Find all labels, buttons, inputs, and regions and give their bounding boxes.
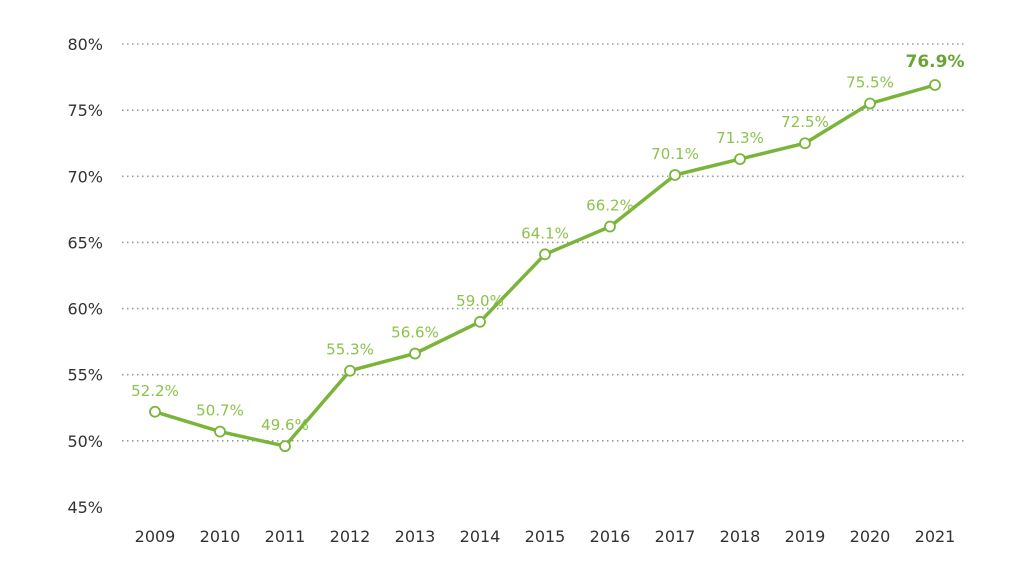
data-point-2018 xyxy=(734,153,746,165)
x-tick-label: 2013 xyxy=(395,527,436,546)
data-point-2016 xyxy=(604,220,616,233)
x-tick-label: 2016 xyxy=(590,527,631,546)
data-label-2011: 49.6% xyxy=(261,416,309,434)
series-line xyxy=(153,83,937,448)
data-point-2019 xyxy=(799,137,811,150)
data-point-2011 xyxy=(279,440,291,453)
data-point-2013 xyxy=(409,347,421,360)
data-points xyxy=(149,79,941,453)
data-label-2016: 66.2% xyxy=(586,197,634,215)
x-tick-label: 2017 xyxy=(655,527,696,546)
data-label-2021: 76.9% xyxy=(906,52,965,72)
data-label-2020: 75.5% xyxy=(846,74,894,92)
y-tick-label: 65% xyxy=(67,233,103,252)
y-tick-label: 55% xyxy=(67,366,103,385)
x-tick-label: 2015 xyxy=(525,527,566,546)
x-tick-label: 2010 xyxy=(200,527,241,546)
y-tick-label: 75% xyxy=(67,101,103,120)
data-point-2017 xyxy=(669,169,681,181)
data-label-2014: 59.0% xyxy=(456,292,504,310)
data-label-2017: 70.1% xyxy=(651,145,699,163)
data-label-2013: 56.6% xyxy=(391,324,439,342)
data-point-2012 xyxy=(344,364,356,377)
y-tick-label: 80% xyxy=(67,35,103,54)
x-tick-label: 2014 xyxy=(460,527,501,546)
x-tick-label: 2018 xyxy=(720,527,761,546)
data-label-2012: 55.3% xyxy=(326,341,374,359)
data-label-2009: 52.2% xyxy=(131,382,179,400)
data-label-2010: 50.7% xyxy=(196,402,244,420)
data-point-2021 xyxy=(929,79,941,91)
data-label-2015: 64.1% xyxy=(521,224,569,242)
y-axis-ticks: 45% 50% 55% 60% 65% 70% 75% 80% xyxy=(67,35,103,517)
y-tick-label: 70% xyxy=(67,167,103,186)
x-tick-label: 2019 xyxy=(785,527,826,546)
gridlines xyxy=(122,43,965,442)
data-point-2020 xyxy=(864,97,876,110)
y-tick-label: 60% xyxy=(67,300,103,319)
x-tick-label: 2012 xyxy=(330,527,371,546)
x-tick-label: 2020 xyxy=(850,527,891,546)
data-point-2009 xyxy=(149,405,161,418)
data-labels: 52.2% 50.7% 49.6% 55.3% 56.6% 59.0% 64.1% 66.2%… xyxy=(131,52,964,434)
x-tick-label: 2009 xyxy=(135,527,176,546)
y-tick-label: 45% xyxy=(67,498,103,517)
y-tick-label: 50% xyxy=(67,432,103,451)
data-point-2010 xyxy=(214,425,226,438)
data-point-2015 xyxy=(539,248,551,261)
x-axis-ticks: 2009 2010 2011 2012 2013 2014 2015 2016 2017 2018… xyxy=(135,527,956,546)
data-label-2019: 72.5% xyxy=(781,113,829,131)
x-tick-label: 2011 xyxy=(265,527,306,546)
x-tick-label: 2021 xyxy=(915,527,956,546)
data-label-2018: 71.3% xyxy=(716,129,764,147)
data-point-2014 xyxy=(474,315,486,328)
